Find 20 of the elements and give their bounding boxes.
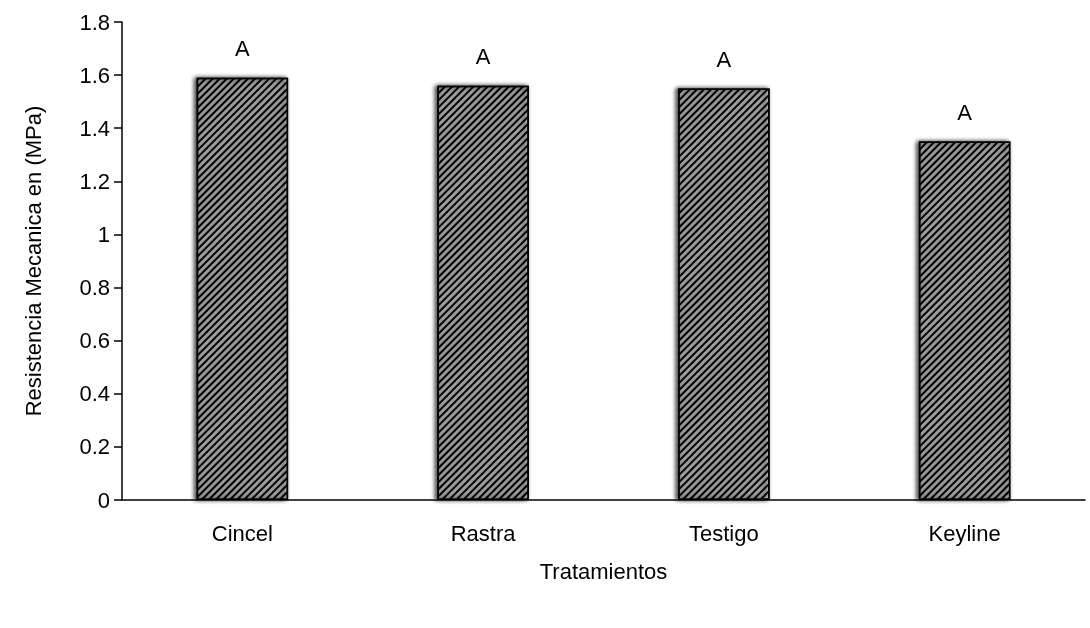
x-tick-label: Rastra xyxy=(450,520,517,546)
y-tick-label: 0.6 xyxy=(79,328,110,354)
y-tick-label: 1.2 xyxy=(79,168,110,194)
y-tick-label: 1.8 xyxy=(79,9,110,35)
data-label: A xyxy=(716,46,732,72)
y-tick-label: 0.4 xyxy=(79,381,110,407)
x-axis-title: Tratamientos xyxy=(539,558,668,584)
data-label: A xyxy=(957,100,973,125)
y-tick-label: 1.4 xyxy=(79,115,110,141)
x-tick-label: Testigo xyxy=(689,520,759,546)
y-tick-label: 0.8 xyxy=(79,275,110,301)
x-tick-label: Keyline xyxy=(928,520,1001,546)
y-tick-label: 0 xyxy=(97,487,110,513)
y-tick-label: 1 xyxy=(97,221,110,247)
x-tick-label: Cincel xyxy=(211,520,273,546)
data-label: A xyxy=(475,44,491,70)
data-label: A xyxy=(235,36,251,62)
y-axis-title: Resistencia Mecanica en (MPa) xyxy=(20,105,46,417)
y-tick-label: 1.6 xyxy=(79,62,110,88)
y-tick-label: 0.2 xyxy=(79,434,110,460)
